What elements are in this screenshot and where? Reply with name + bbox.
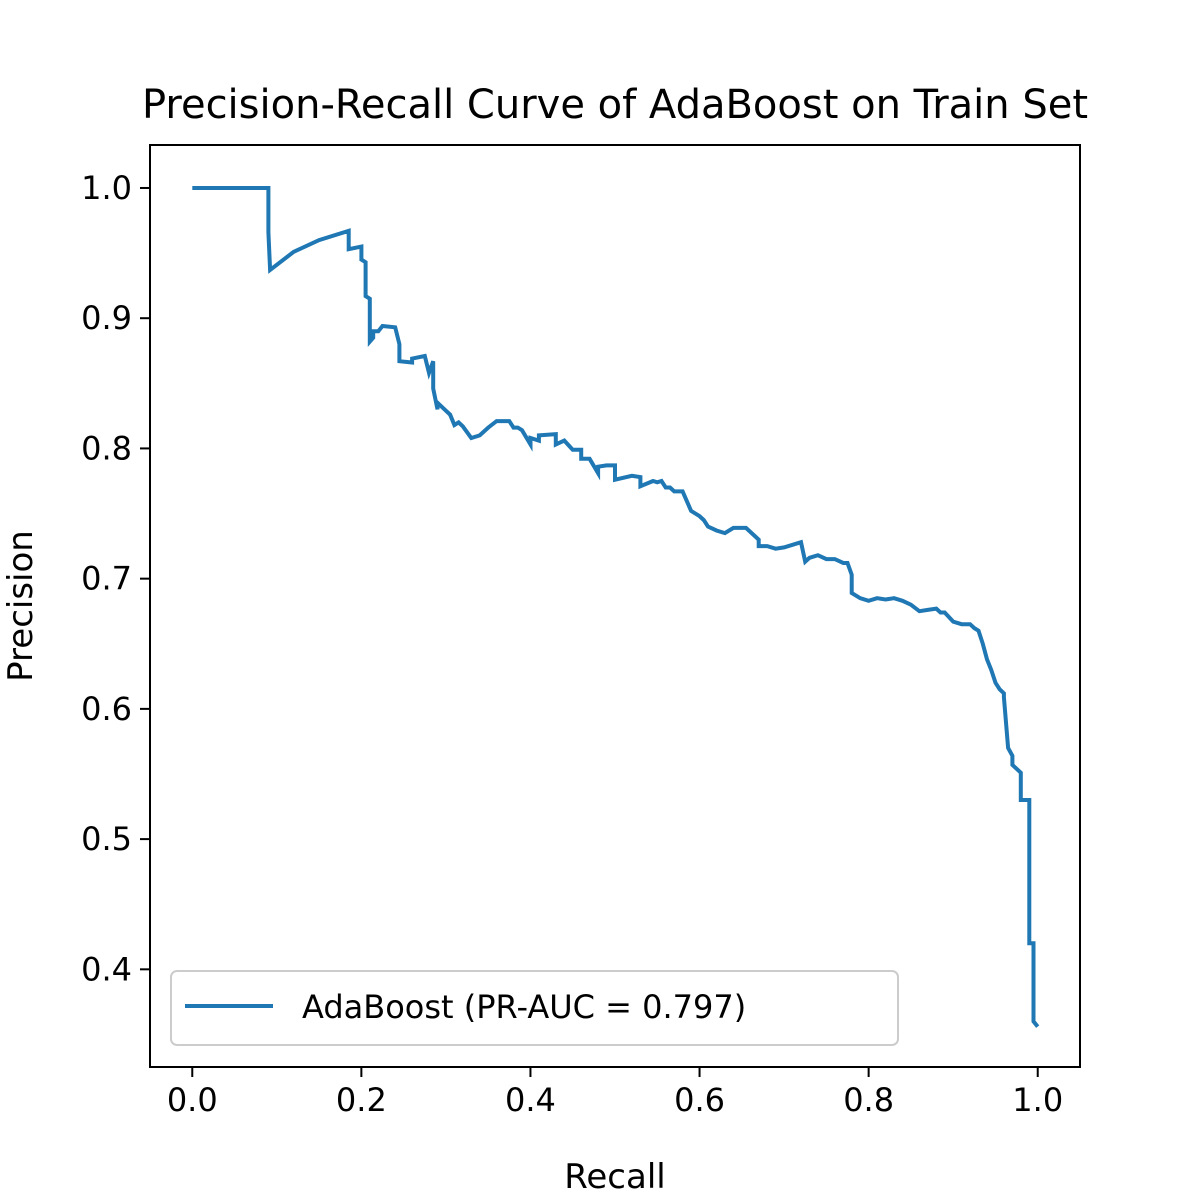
y-tick-label: 1.0 (81, 169, 132, 207)
x-axis-label: Recall (564, 1157, 665, 1197)
y-tick-label: 0.5 (81, 820, 132, 858)
legend-box (170, 970, 899, 1046)
x-tick-label: 0.6 (674, 1081, 725, 1119)
x-tick-label: 0.8 (843, 1081, 894, 1119)
y-tick-label: 0.4 (81, 950, 132, 988)
y-axis-label: Precision (1, 530, 41, 682)
y-tick-label: 0.9 (81, 299, 132, 337)
legend-label: AdaBoost (PR-AUC = 0.797) (302, 988, 746, 1026)
y-tick-label: 0.6 (81, 690, 132, 728)
plot-layer (192, 186, 1040, 1028)
y-tick-label: 0.8 (81, 429, 132, 467)
ticks-layer: 0.0 0.2 0.4 0.6 0.8 1.0 0.4 0.5 0.6 0.7 0.8 0.9 1.0 (81, 169, 1063, 1119)
legend: AdaBoost (PR-AUC = 0.797) (170, 970, 899, 1046)
x-tick-label: 0.2 (336, 1081, 387, 1119)
x-tick-label: 0.4 (505, 1081, 556, 1119)
plot-frame (149, 144, 1081, 1068)
chart-title: Precision-Recall Curve of AdaBoost on Tr… (142, 82, 1088, 128)
y-tick-label: 0.7 (81, 560, 132, 598)
series-line-adaboost (192, 186, 1040, 1028)
x-tick-label: 1.0 (1012, 1081, 1063, 1119)
x-tick-label: 0.0 (167, 1081, 218, 1119)
